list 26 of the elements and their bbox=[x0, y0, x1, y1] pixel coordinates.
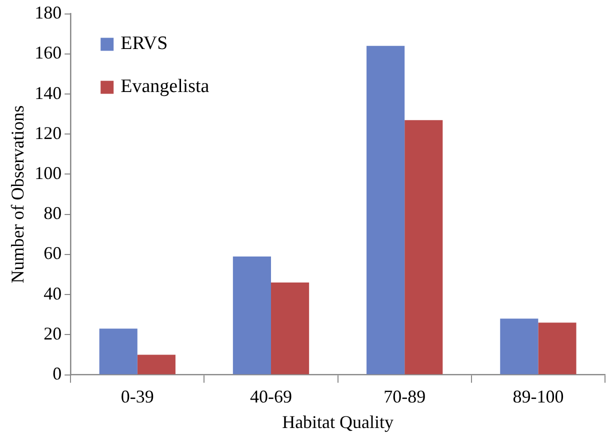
bar bbox=[137, 354, 176, 374]
bar bbox=[232, 256, 271, 374]
y-tick-label: 160 bbox=[34, 42, 62, 63]
bar bbox=[366, 46, 405, 374]
bar bbox=[99, 328, 138, 374]
legend-label: ERVS bbox=[120, 32, 168, 54]
y-tick-label: 100 bbox=[34, 162, 62, 183]
x-tick-label: 40-69 bbox=[250, 386, 292, 406]
y-tick-label: 180 bbox=[34, 2, 62, 23]
bar bbox=[538, 322, 576, 374]
bar bbox=[271, 282, 310, 374]
bar bbox=[500, 318, 538, 374]
x-tick-label: 0-39 bbox=[120, 386, 154, 406]
y-tick-label: 140 bbox=[34, 82, 62, 103]
x-axis-title: Habitat Quality bbox=[282, 412, 394, 432]
y-tick-label: 40 bbox=[44, 283, 62, 304]
legend-label: Evangelista bbox=[120, 76, 210, 97]
y-axis-title: Number of Observations bbox=[8, 105, 28, 284]
y-tick-label: 120 bbox=[34, 122, 62, 143]
x-tick-label: 70-89 bbox=[384, 386, 426, 406]
y-tick-label: 60 bbox=[44, 243, 62, 264]
x-tick-label: 89-100 bbox=[512, 386, 564, 406]
bar bbox=[404, 120, 443, 374]
y-tick-label: 80 bbox=[44, 203, 62, 224]
y-tick-label: 0 bbox=[52, 364, 62, 384]
y-tick-label: 20 bbox=[44, 323, 62, 344]
